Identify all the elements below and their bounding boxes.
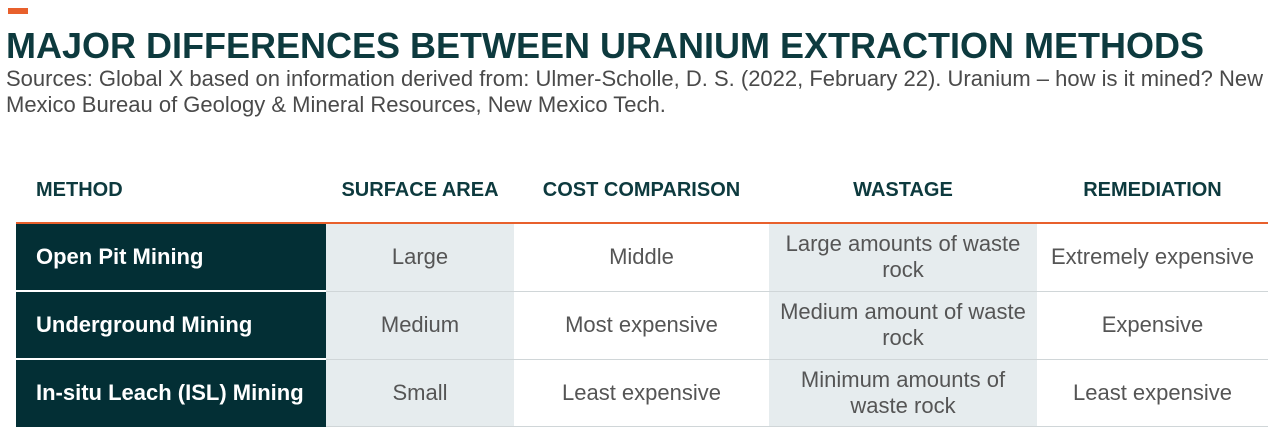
surface-area-cell: Small <box>326 359 514 427</box>
wastage-cell: Medium amount of waste rock <box>769 291 1037 360</box>
wastage-cell: Minimum amounts of waste rock <box>769 359 1037 427</box>
cost-cell: Middle <box>514 223 769 292</box>
surface-area-cell: Large <box>326 223 514 292</box>
header-wastage: WASTAGE <box>769 158 1037 224</box>
table-row: Open Pit Mining Large Middle Large amoun… <box>16 223 1268 292</box>
header-method: METHOD <box>16 158 326 224</box>
remediation-cell: Extremely expensive <box>1037 223 1268 292</box>
table-row: Underground Mining Medium Most expensive… <box>16 291 1268 360</box>
extraction-methods-table: METHOD SURFACE AREA COST COMPARISON WAST… <box>16 158 1268 427</box>
cost-cell: Most expensive <box>514 291 769 360</box>
remediation-cell: Expensive <box>1037 291 1268 360</box>
table-row: In-situ Leach (ISL) Mining Small Least e… <box>16 359 1268 427</box>
method-cell: Underground Mining <box>16 291 326 360</box>
page-title: MAJOR DIFFERENCES BETWEEN URANIUM EXTRAC… <box>6 25 1205 66</box>
header-cost-comparison: COST COMPARISON <box>514 158 769 224</box>
accent-bar <box>8 8 28 14</box>
remediation-cell: Least expensive <box>1037 359 1268 427</box>
method-cell: In-situ Leach (ISL) Mining <box>16 359 326 427</box>
header-row: METHOD SURFACE AREA COST COMPARISON WAST… <box>16 158 1268 224</box>
method-cell: Open Pit Mining <box>16 223 326 292</box>
sources-note: Sources: Global X based on information d… <box>6 66 1263 117</box>
header-remediation: REMEDIATION <box>1037 158 1268 224</box>
header-surface-area: SURFACE AREA <box>326 158 514 224</box>
surface-area-cell: Medium <box>326 291 514 360</box>
cost-cell: Least expensive <box>514 359 769 427</box>
wastage-cell: Large amounts of waste rock <box>769 223 1037 292</box>
